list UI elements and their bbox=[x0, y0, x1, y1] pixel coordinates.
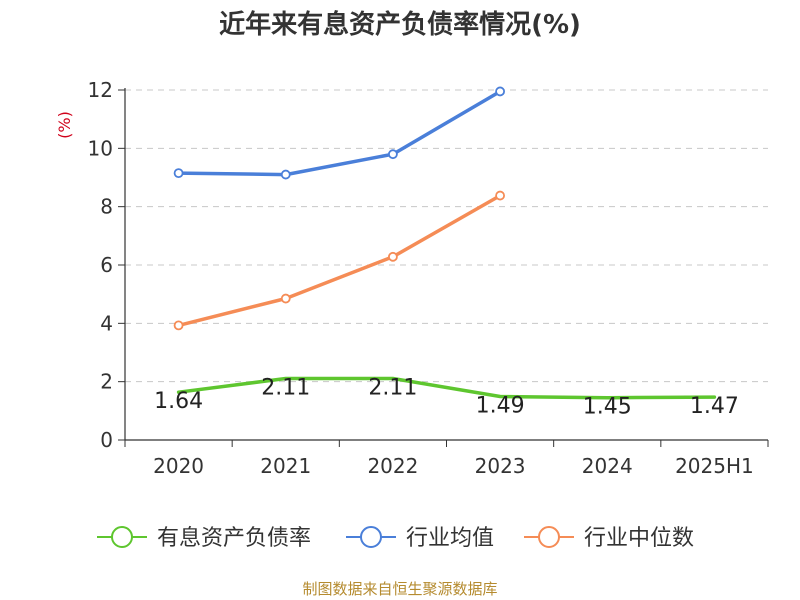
y-tick-label: 4 bbox=[100, 311, 113, 335]
source-note: 制图数据来自恒生聚源数据库 bbox=[302, 580, 498, 598]
legend-marker-icon bbox=[111, 526, 133, 548]
y-tick-label: 10 bbox=[88, 136, 113, 160]
legend-marker-icon bbox=[538, 526, 560, 548]
data-label: 1.49 bbox=[476, 394, 525, 419]
data-point bbox=[388, 251, 398, 262]
data-point bbox=[495, 86, 505, 97]
x-tick-label: 2021 bbox=[260, 454, 311, 478]
data-label: 1.64 bbox=[154, 389, 203, 414]
data-label: 2.11 bbox=[368, 375, 417, 400]
data-point bbox=[173, 168, 184, 179]
data-point bbox=[280, 293, 291, 304]
legend-label: 行业均值 bbox=[406, 526, 494, 551]
legend-label: 有息资产负债率 bbox=[157, 526, 311, 551]
y-tick-label: 8 bbox=[100, 195, 113, 219]
series-line bbox=[176, 376, 717, 400]
data-point bbox=[388, 149, 398, 160]
x-tick-label: 2020 bbox=[153, 454, 204, 478]
legend-marker-icon bbox=[360, 526, 382, 548]
data-label: 1.45 bbox=[583, 395, 632, 420]
y-tick-label: 6 bbox=[100, 253, 113, 277]
y-axis-label: (%) bbox=[55, 111, 74, 139]
data-point bbox=[495, 190, 505, 201]
y-tick-label: 0 bbox=[100, 428, 113, 452]
y-tick-label: 2 bbox=[100, 370, 113, 394]
series-line bbox=[176, 193, 502, 328]
chart-title: 近年来有息资产负债率情况(%) bbox=[219, 10, 581, 40]
y-tick-label: 12 bbox=[88, 78, 113, 102]
data-label: 1.47 bbox=[690, 394, 739, 419]
data-point bbox=[173, 320, 184, 331]
x-tick-label: 2024 bbox=[582, 454, 633, 478]
x-tick-label: 2022 bbox=[367, 454, 418, 478]
data-point bbox=[280, 169, 291, 180]
x-tick-label: 2025H1 bbox=[675, 454, 754, 478]
x-tick-label: 2023 bbox=[475, 454, 526, 478]
legend-label: 行业中位数 bbox=[584, 526, 694, 551]
series-line bbox=[176, 89, 502, 177]
data-label: 2.11 bbox=[261, 375, 310, 400]
